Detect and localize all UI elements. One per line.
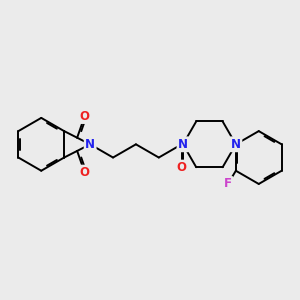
Text: O: O: [177, 161, 187, 174]
Text: N: N: [178, 138, 188, 151]
Text: O: O: [80, 166, 90, 179]
Text: F: F: [224, 178, 232, 190]
Text: N: N: [85, 138, 95, 151]
Text: O: O: [80, 110, 90, 122]
Text: N: N: [231, 138, 241, 151]
